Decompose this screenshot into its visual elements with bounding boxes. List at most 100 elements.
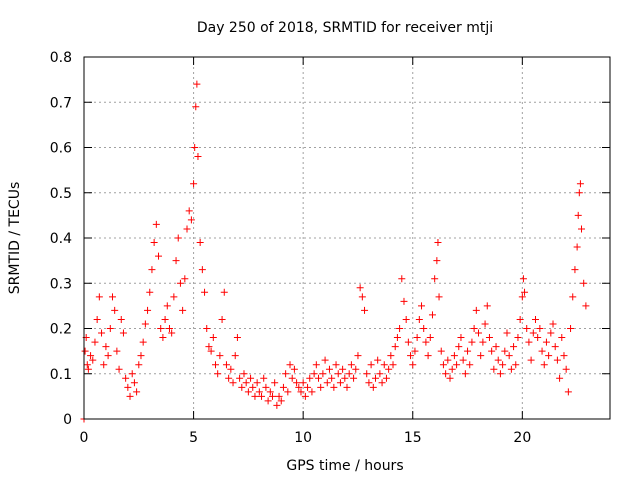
data-point	[304, 383, 312, 391]
data-point	[385, 365, 393, 373]
data-point	[521, 288, 529, 296]
data-point	[212, 361, 219, 369]
data-point	[556, 374, 564, 382]
data-point	[434, 239, 442, 247]
data-point	[319, 370, 327, 378]
data-point	[89, 356, 97, 364]
data-point	[350, 374, 358, 382]
data-point	[343, 383, 351, 391]
data-point	[341, 374, 349, 382]
data-point	[371, 374, 379, 382]
data-point	[481, 320, 489, 328]
data-point	[192, 103, 200, 111]
data-point	[100, 361, 108, 369]
data-point	[415, 315, 423, 323]
data-point	[159, 334, 167, 342]
data-point	[505, 352, 513, 360]
data-point	[264, 397, 272, 405]
x-tick-label: 20	[513, 430, 531, 446]
data-point	[205, 343, 213, 351]
data-point	[258, 392, 266, 400]
data-point	[418, 302, 426, 310]
data-point	[571, 266, 579, 274]
data-point	[293, 379, 301, 387]
data-point	[253, 379, 261, 387]
data-point	[363, 370, 371, 378]
data-point	[485, 334, 493, 342]
data-point	[240, 370, 248, 378]
data-point	[119, 329, 127, 337]
data-point	[534, 334, 542, 342]
data-point	[339, 365, 347, 373]
data-point	[222, 361, 230, 369]
data-point	[518, 293, 526, 301]
data-point	[207, 347, 215, 355]
data-point	[328, 374, 336, 382]
x-tick-label: 0	[80, 430, 89, 446]
data-point	[582, 302, 590, 310]
data-point	[444, 356, 452, 364]
data-point	[247, 374, 255, 382]
y-tick-label: 0.4	[50, 231, 72, 247]
data-point	[284, 388, 292, 396]
data-point	[325, 365, 333, 373]
data-point	[488, 347, 496, 355]
data-point	[312, 361, 320, 369]
data-point	[290, 365, 298, 373]
data-point	[106, 325, 114, 332]
data-point	[113, 347, 121, 355]
data-point	[542, 338, 550, 346]
data-point	[176, 279, 184, 287]
data-point	[84, 365, 92, 373]
data-point	[242, 379, 250, 387]
data-point	[472, 306, 480, 314]
data-point	[376, 370, 384, 378]
data-point	[124, 383, 132, 391]
data-point	[492, 343, 500, 351]
data-point	[538, 347, 546, 355]
data-point	[148, 266, 156, 274]
data-point	[260, 374, 268, 382]
data-point	[122, 374, 130, 382]
data-point	[218, 315, 226, 323]
data-point	[367, 361, 375, 369]
y-tick-label: 0.3	[50, 276, 72, 292]
data-point	[315, 374, 323, 382]
data-point	[503, 329, 511, 337]
data-point	[361, 306, 369, 314]
data-point	[117, 315, 125, 323]
data-point	[435, 293, 443, 301]
data-point	[389, 361, 397, 369]
x-axis-label: GPS time / hours	[286, 458, 403, 474]
y-tick-label: 0.1	[50, 367, 72, 383]
data-point	[236, 374, 244, 382]
data-point	[523, 325, 531, 332]
data-point	[442, 370, 450, 378]
data-point	[345, 370, 353, 378]
data-point	[387, 352, 395, 360]
data-point	[466, 361, 474, 369]
data-point	[150, 239, 158, 247]
data-point	[356, 284, 364, 292]
data-point	[227, 365, 235, 373]
data-point	[549, 320, 557, 328]
data-point	[255, 388, 263, 396]
data-point	[501, 347, 509, 355]
data-point	[455, 343, 463, 351]
data-point	[288, 374, 296, 382]
data-point	[374, 356, 382, 364]
data-point	[573, 243, 581, 251]
data-point	[299, 379, 307, 387]
y-tick-label: 0.6	[50, 141, 72, 157]
data-point	[578, 225, 586, 233]
data-point	[576, 180, 584, 188]
data-point	[137, 352, 145, 360]
data-point	[400, 297, 408, 305]
data-point	[277, 397, 285, 405]
grid	[84, 57, 610, 419]
data-point	[139, 338, 147, 346]
data-point	[170, 293, 178, 301]
data-point	[450, 352, 458, 360]
data-point	[347, 361, 355, 369]
data-point	[185, 207, 193, 215]
